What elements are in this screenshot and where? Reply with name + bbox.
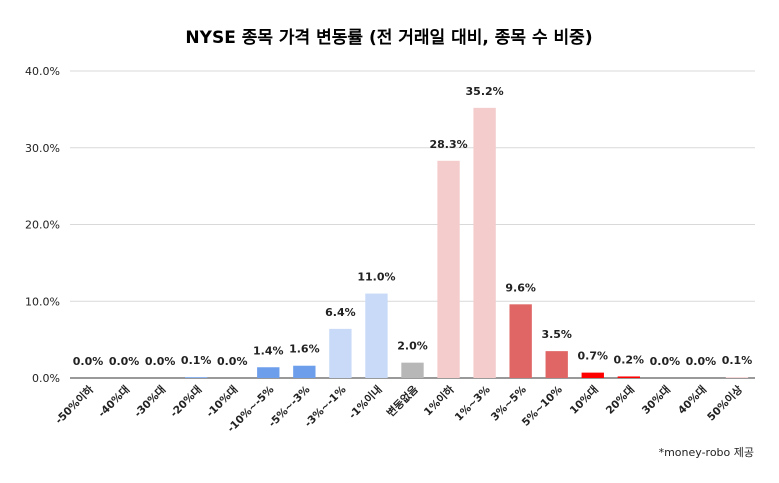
source-note: *money-robo 제공 bbox=[659, 446, 754, 459]
bar bbox=[545, 351, 568, 378]
bar bbox=[293, 365, 316, 378]
x-tick-label: 50%이상 bbox=[704, 383, 745, 424]
bar bbox=[401, 362, 424, 378]
y-tick-label: 40.0% bbox=[25, 65, 60, 78]
gridlines: 0.0% 10.0% 20.0% 30.0% 40.0% bbox=[25, 65, 755, 385]
x-tick-label: -50%이하 bbox=[52, 383, 96, 427]
data-label: 0.1% bbox=[181, 354, 212, 367]
x-tick-label: 1%~3% bbox=[453, 383, 493, 423]
data-label: 0.2% bbox=[614, 353, 645, 366]
x-tick-label: -30%대 bbox=[131, 383, 168, 420]
data-label: 3.5% bbox=[541, 328, 572, 341]
bar bbox=[581, 372, 604, 378]
x-tick-label: 변동없음 bbox=[384, 383, 421, 420]
x-tick-label: -10%대 bbox=[203, 383, 240, 420]
bar bbox=[473, 107, 496, 378]
y-tick-label: 0.0% bbox=[32, 372, 60, 385]
data-label: 11.0% bbox=[357, 271, 395, 284]
x-tick-label: -20%대 bbox=[167, 383, 204, 420]
bar bbox=[437, 160, 460, 378]
x-tick-label: 10%대 bbox=[567, 383, 601, 417]
data-label: 28.3% bbox=[429, 138, 467, 151]
data-label: 35.2% bbox=[466, 85, 504, 98]
x-tick-label: 1%이하 bbox=[421, 383, 457, 419]
y-tick-label: 20.0% bbox=[25, 219, 60, 232]
data-label: 0.7% bbox=[578, 350, 609, 363]
bar bbox=[509, 304, 532, 378]
data-label: 6.4% bbox=[325, 306, 356, 319]
data-labels: 0.0% 0.0% 0.0% 0.1% 0.0% 1.4% 1.6% 6.4% 11.0% 2.0… bbox=[73, 85, 752, 368]
x-tick-label: 30%대 bbox=[639, 383, 673, 417]
data-label: 0.1% bbox=[722, 354, 753, 367]
x-tick-label: -1%이내 bbox=[346, 383, 385, 422]
data-label: 1.6% bbox=[289, 343, 320, 356]
data-label: 0.0% bbox=[650, 355, 681, 368]
bar bbox=[365, 293, 388, 378]
data-label: 1.4% bbox=[253, 344, 284, 357]
data-label: 0.0% bbox=[109, 355, 140, 368]
y-tick-label: 10.0% bbox=[25, 295, 60, 308]
data-label: 0.0% bbox=[217, 355, 248, 368]
data-label: 2.0% bbox=[397, 340, 428, 353]
x-tick-label: 20%대 bbox=[603, 383, 637, 417]
bars bbox=[185, 107, 749, 378]
bar bbox=[725, 377, 749, 378]
bar bbox=[329, 328, 352, 378]
data-label: 0.0% bbox=[686, 355, 717, 368]
bar bbox=[185, 377, 208, 378]
data-label: 0.0% bbox=[145, 355, 176, 368]
data-label: 0.0% bbox=[73, 355, 104, 368]
bar bbox=[257, 367, 280, 378]
x-tick-labels: -50%이하 -40%대 -30%대 -20%대 -10%대-10%~-5%-5%~-3… bbox=[52, 383, 745, 435]
x-tick-label: 40%대 bbox=[675, 383, 709, 417]
y-tick-label: 30.0% bbox=[25, 142, 60, 155]
x-tick-label: -40%대 bbox=[95, 383, 132, 420]
bar bbox=[617, 376, 640, 378]
chart-title: NYSE 종목 가격 변동률 (전 거래일 대비, 종목 수 비중) bbox=[185, 28, 592, 48]
data-label: 9.6% bbox=[505, 281, 536, 294]
